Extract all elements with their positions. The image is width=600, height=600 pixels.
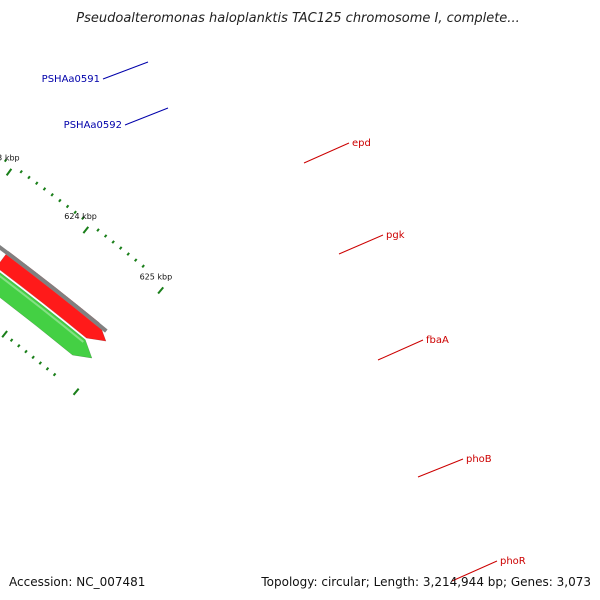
tick-labels: 618 kbp619 kbp620 kbp621 kbp622 kbp623 k…	[0, 154, 173, 282]
gene-label-fbaa[interactable]: fbaA	[426, 335, 449, 346]
minor-tick	[81, 216, 85, 220]
gene-features	[0, 250, 107, 359]
gene-label-phob[interactable]: phoB	[466, 454, 492, 465]
leader-line	[303, 142, 350, 164]
gene-arrow[interactable]	[0, 265, 93, 359]
gene-label-epd[interactable]: epd	[352, 138, 371, 149]
minor-tick	[38, 361, 43, 365]
gene-arrow-highlight	[0, 275, 84, 343]
minor-tick	[52, 372, 57, 377]
label-leader-lines	[102, 61, 498, 582]
minor-tick	[65, 204, 70, 209]
minor-tick	[141, 264, 145, 269]
major-tick-marks	[1, 168, 165, 396]
minor-tick	[126, 252, 130, 256]
tick-label: 625 kbp	[140, 273, 173, 282]
tick-label: 624 kbp	[64, 212, 97, 221]
tick-label: 623 kbp	[0, 154, 20, 163]
gene-label-phor[interactable]: phoR	[500, 556, 526, 567]
leader-line	[417, 458, 464, 478]
minor-tick	[45, 367, 50, 371]
minor-tick	[58, 198, 62, 203]
minor-tick	[17, 344, 21, 348]
leader-line	[377, 339, 424, 361]
minor-tick	[111, 240, 115, 244]
minor-tick	[35, 181, 39, 186]
topology-text: Topology: circular; Length: 3,214,944 bp…	[260, 575, 591, 589]
gene-label-pgk[interactable]: pgk	[386, 230, 405, 241]
minor-tick	[42, 187, 47, 191]
major-tick	[72, 388, 80, 396]
major-tick	[5, 168, 13, 176]
minor-tick-marks	[3, 158, 145, 377]
minor-tick	[73, 210, 77, 215]
minor-tick	[133, 258, 138, 262]
backbone-arc	[0, 245, 108, 333]
minor-tick	[27, 175, 31, 180]
minor-tick	[9, 338, 14, 342]
major-tick	[1, 330, 8, 338]
map-title: Pseudoalteromonas haloplanktis TAC125 ch…	[76, 11, 519, 26]
leader-line	[451, 560, 498, 582]
gene-label-pshaa0591[interactable]: PSHAa0591	[42, 74, 100, 85]
gene-labels: PSHAa0591 PSHAa0592 epd pgk fbaA phoB phoR	[42, 74, 526, 567]
major-tick	[157, 286, 165, 295]
leader-line	[102, 61, 149, 80]
minor-tick	[96, 228, 100, 232]
minor-tick	[3, 158, 8, 163]
gene-label-pshaa0592[interactable]: PSHAa0592	[64, 120, 122, 131]
minor-tick	[103, 234, 108, 238]
leader-line	[338, 234, 384, 255]
minor-tick	[24, 349, 28, 354]
minor-tick	[31, 355, 35, 360]
accession-text: Accession: NC_007481	[9, 575, 145, 589]
minor-tick	[50, 192, 54, 197]
leader-line	[124, 107, 169, 126]
minor-tick	[19, 169, 23, 174]
minor-tick	[118, 246, 123, 250]
major-tick	[82, 226, 90, 234]
